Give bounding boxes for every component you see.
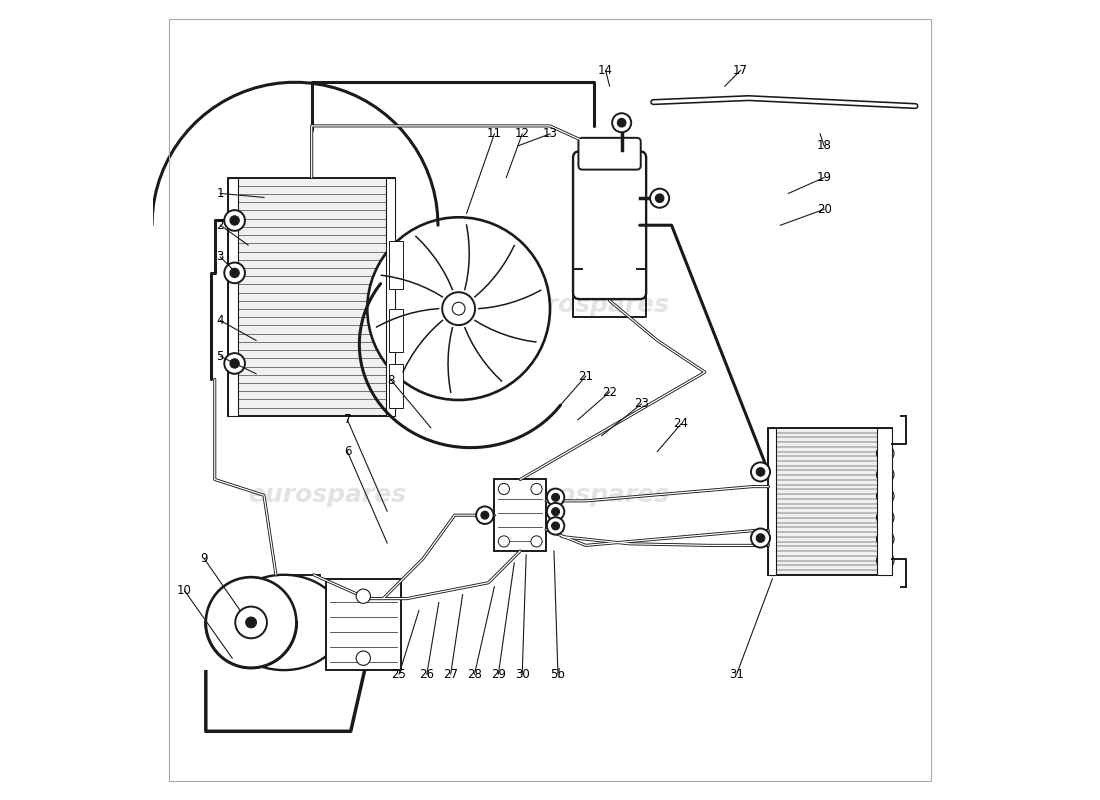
Circle shape — [547, 517, 564, 534]
Text: 17: 17 — [734, 64, 748, 77]
Bar — [388, 364, 403, 408]
Circle shape — [877, 552, 894, 570]
Text: 2: 2 — [217, 218, 224, 232]
Bar — [388, 309, 403, 352]
Bar — [388, 241, 403, 289]
Text: 23: 23 — [634, 398, 649, 410]
Text: 31: 31 — [729, 667, 744, 681]
Circle shape — [230, 359, 240, 368]
Circle shape — [531, 483, 542, 494]
Circle shape — [224, 210, 245, 230]
Text: eurospares: eurospares — [249, 483, 407, 507]
Text: 29: 29 — [491, 667, 506, 681]
Text: 9: 9 — [200, 552, 208, 566]
Circle shape — [206, 577, 296, 668]
Text: 1: 1 — [217, 187, 224, 200]
Circle shape — [617, 118, 626, 127]
Circle shape — [756, 468, 764, 476]
Text: eurospares: eurospares — [510, 293, 669, 317]
Text: eurospares: eurospares — [510, 483, 669, 507]
Circle shape — [877, 466, 894, 483]
Text: 24: 24 — [673, 418, 689, 430]
Text: 20: 20 — [816, 203, 832, 216]
Text: 14: 14 — [598, 64, 613, 77]
Text: 5b: 5b — [550, 667, 565, 681]
Text: 5: 5 — [217, 350, 224, 363]
FancyBboxPatch shape — [579, 138, 640, 170]
Circle shape — [230, 268, 240, 278]
Circle shape — [224, 262, 245, 283]
Bar — [878, 428, 892, 574]
Bar — [229, 178, 395, 416]
Text: 3: 3 — [217, 250, 224, 263]
Circle shape — [476, 506, 494, 524]
Circle shape — [224, 353, 245, 374]
Text: 13: 13 — [542, 127, 558, 140]
Text: 21: 21 — [579, 370, 593, 382]
Circle shape — [551, 508, 560, 515]
Circle shape — [531, 536, 542, 547]
Circle shape — [551, 522, 560, 530]
Circle shape — [498, 536, 509, 547]
Circle shape — [751, 462, 770, 482]
Text: 25: 25 — [392, 667, 407, 681]
Text: 11: 11 — [487, 127, 502, 140]
Circle shape — [481, 511, 488, 519]
Circle shape — [756, 534, 764, 542]
Text: 4: 4 — [217, 314, 224, 327]
FancyBboxPatch shape — [573, 151, 646, 299]
Circle shape — [751, 529, 770, 547]
Circle shape — [452, 302, 465, 315]
Bar — [769, 428, 892, 574]
Text: 28: 28 — [468, 667, 482, 681]
Bar — [326, 578, 402, 670]
Circle shape — [356, 651, 371, 666]
Circle shape — [356, 589, 371, 603]
Text: 10: 10 — [177, 584, 192, 597]
Circle shape — [650, 189, 669, 208]
Circle shape — [547, 503, 564, 520]
Circle shape — [877, 487, 894, 505]
Text: 22: 22 — [602, 386, 617, 398]
Circle shape — [656, 194, 664, 202]
Circle shape — [551, 494, 560, 502]
Circle shape — [230, 216, 240, 225]
Bar — [386, 178, 395, 416]
Ellipse shape — [224, 574, 343, 670]
Circle shape — [877, 530, 894, 548]
Text: 27: 27 — [443, 667, 459, 681]
Text: eurospares: eurospares — [249, 293, 407, 317]
Circle shape — [877, 445, 894, 462]
Circle shape — [442, 292, 475, 325]
Text: 26: 26 — [419, 667, 435, 681]
Text: 7: 7 — [343, 414, 351, 426]
Circle shape — [367, 218, 550, 400]
Circle shape — [547, 489, 564, 506]
Text: 18: 18 — [816, 139, 832, 152]
Circle shape — [245, 617, 256, 628]
Text: 6: 6 — [343, 445, 351, 458]
Circle shape — [877, 509, 894, 526]
Circle shape — [498, 483, 509, 494]
Bar — [769, 428, 777, 574]
Text: 12: 12 — [515, 127, 530, 140]
Bar — [229, 178, 238, 416]
Bar — [494, 479, 546, 551]
Text: 19: 19 — [816, 171, 832, 184]
Text: 8: 8 — [387, 374, 395, 386]
Circle shape — [235, 606, 267, 638]
Circle shape — [612, 114, 631, 132]
Text: 30: 30 — [515, 667, 529, 681]
